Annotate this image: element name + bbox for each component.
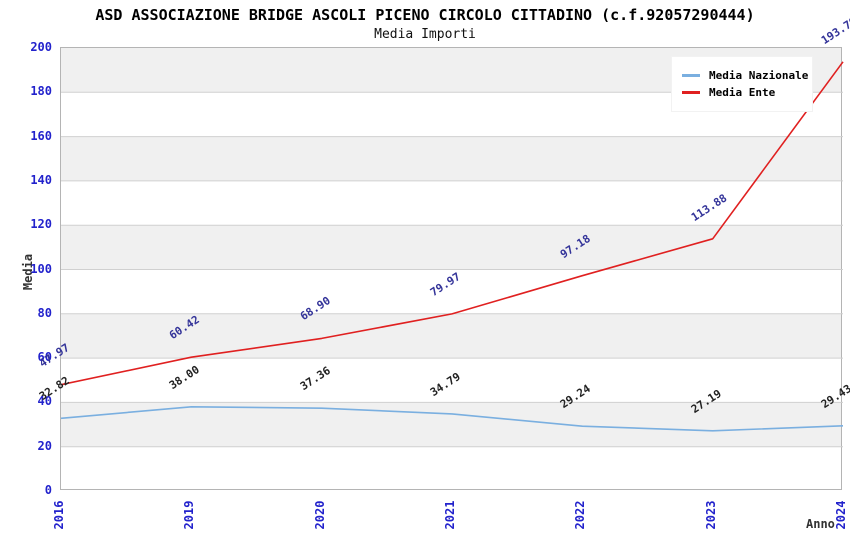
legend-line-swatch-icon: [682, 74, 700, 77]
series-line-media-nazionale: [60, 405, 844, 432]
y-axis-tick-label: 100: [30, 261, 52, 276]
series-line-media-ente: [60, 61, 844, 386]
legend-item-media-nazionale: Media Nazionale: [682, 69, 808, 82]
y-axis-tick-label: 200: [30, 40, 52, 54]
legend-line-swatch-icon: [682, 91, 700, 94]
x-axis-tick-label: 2024: [834, 500, 848, 530]
legend: Media Nazionale Media Ente: [671, 56, 813, 112]
y-axis-tick-label: 20: [37, 438, 52, 453]
y-axis-tick-label: 140: [30, 172, 52, 187]
series-lines-svg: [60, 61, 844, 448]
plot-area: [60, 47, 844, 490]
y-axis-tick-label: 80: [37, 305, 52, 320]
legend-label: Media Ente: [709, 86, 776, 99]
chart-subtitle: Media Importi: [374, 27, 476, 42]
x-axis-tick-label: 2023: [703, 500, 718, 530]
x-axis-title: Anno: [806, 517, 835, 531]
legend-label: Media Nazionale: [709, 69, 809, 82]
y-axis-tick-label: 0: [44, 483, 52, 497]
x-axis-tick-label: 2019: [182, 500, 197, 530]
y-axis-tick-label: 120: [30, 217, 52, 232]
legend-item-media-ente: Media Ente: [682, 86, 802, 99]
x-axis-tick-label: 2016: [52, 500, 66, 530]
y-axis-tick-label: 180: [30, 84, 52, 99]
x-axis-tick-label: 2020: [312, 500, 327, 530]
chart-title: ASD ASSOCIAZIONE BRIDGE ASCOLI PICENO CI…: [95, 6, 755, 24]
y-axis-tick-label: 40: [37, 394, 52, 409]
x-axis-tick-label: 2021: [443, 500, 457, 530]
y-axis-tick-label: 160: [30, 128, 52, 143]
x-axis-tick-label: 2022: [573, 500, 588, 530]
y-axis-tick-label: 60: [37, 350, 52, 365]
